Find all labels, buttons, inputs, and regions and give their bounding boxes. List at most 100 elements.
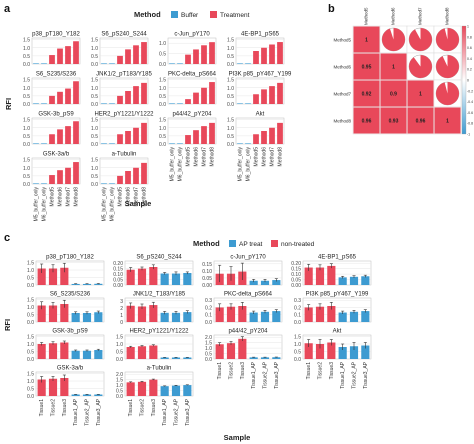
- facet-frame: [99, 37, 149, 65]
- bar: [41, 103, 47, 104]
- y-tick-label: 1.5: [23, 158, 30, 164]
- facet-frame: [167, 117, 217, 145]
- bar: [37, 344, 46, 359]
- corr-row-label: Method5: [333, 38, 351, 43]
- bar: [209, 42, 215, 64]
- bar: [160, 273, 169, 285]
- bar: [260, 357, 270, 359]
- facet-title: GSK-3a/b: [57, 366, 84, 372]
- y-tick-label: 0.5: [227, 54, 234, 60]
- corr-row-label: Method8: [333, 119, 351, 124]
- y-tick-label: 0.5: [91, 174, 98, 180]
- facet-frame: [35, 260, 105, 286]
- xlabel-a: Sample: [125, 199, 152, 208]
- corr-col-label: Method5: [364, 7, 369, 25]
- bar: [73, 121, 79, 144]
- facet-frame: [302, 260, 372, 286]
- bar: [57, 129, 63, 144]
- bar: [238, 338, 247, 359]
- bar: [304, 307, 313, 322]
- x-tick-label: Tissue3: [151, 399, 157, 417]
- y-tick-label: 0.0: [159, 62, 166, 68]
- corr-value: 1: [446, 119, 449, 125]
- bar: [126, 347, 135, 359]
- corr-pie-slice: [381, 28, 405, 52]
- y-tick-label: 1.5: [205, 341, 212, 347]
- y-tick-label: 0.10: [113, 272, 123, 278]
- bar: [260, 311, 270, 322]
- bar: [215, 344, 224, 359]
- bar: [109, 143, 115, 144]
- y-tick-label: 0.20: [113, 261, 123, 267]
- y-tick-label: 0.0: [116, 357, 123, 363]
- bar: [183, 357, 192, 359]
- legend-c-label-ap: AP treat: [239, 241, 263, 248]
- x-tick-label: M6_buffer_only: [178, 147, 184, 182]
- bar: [160, 312, 169, 322]
- facet-title: PI3K p85_pY467_Y199: [229, 72, 292, 78]
- facet-frame: [235, 37, 285, 65]
- x-tick-label: Tissue3_AP: [185, 398, 191, 425]
- facet-2-6: PKC-delta_pS664 0.00.1 0.20.3: [205, 292, 283, 326]
- x-tick-label: Tissue3_AP: [274, 361, 280, 388]
- bar: [361, 276, 370, 285]
- scale-tick-label: -0.8: [467, 122, 473, 126]
- facet-frame: [99, 117, 149, 145]
- bar: [277, 42, 283, 64]
- bar: [71, 313, 80, 322]
- facet-title: 4E-BP1_pS65: [318, 255, 357, 261]
- scale-tick-label: -0.2: [467, 89, 473, 93]
- facet-frame: [302, 334, 372, 360]
- facet-frame: [167, 37, 217, 65]
- y-tick-label: 0.20: [291, 261, 301, 267]
- x-tick-label: Method7: [134, 187, 140, 207]
- bar: [117, 95, 123, 104]
- legend-c-title: Method: [193, 239, 220, 248]
- bar: [261, 131, 267, 144]
- x-tick-label: Tissue2_AP: [352, 361, 358, 388]
- x-tick-label: M6_buffer_only: [110, 187, 116, 222]
- y-tick-label: 0: [120, 320, 123, 326]
- bar: [253, 94, 259, 104]
- bar: [171, 357, 181, 359]
- y-tick-label: 0.5: [116, 350, 123, 356]
- bar: [177, 143, 183, 144]
- corr-cell: 0.95: [352, 52, 381, 81]
- corr-cell: 1: [352, 25, 381, 54]
- bar: [226, 343, 236, 359]
- bar: [249, 357, 258, 359]
- y-tick-label: 1.5: [27, 335, 34, 341]
- corr-row-label: Method7: [333, 92, 351, 97]
- bar: [65, 88, 71, 104]
- bar: [201, 87, 207, 104]
- bar: [94, 283, 103, 285]
- x-tick-label: M6_buffer_only: [246, 147, 252, 182]
- y-tick-label: 0.5: [91, 54, 98, 60]
- y-tick-label: 0.0: [23, 142, 30, 148]
- bar: [101, 183, 107, 184]
- corr-cell: 0.92: [352, 79, 381, 108]
- bar: [209, 82, 215, 104]
- y-tick-label: 0.0: [91, 182, 98, 188]
- facet-2-3: 4E-BP1_pS65 0.000.050.100.150.20: [291, 255, 372, 289]
- y-tick-label: 1.0: [205, 346, 212, 352]
- bar: [41, 183, 47, 184]
- bar: [60, 342, 69, 359]
- facet-2-1: S6_pS240_S244 0.000.050.100.150.20: [113, 255, 194, 289]
- facet-title: JNK1/2_pT183/Y185: [96, 72, 152, 78]
- bar: [171, 312, 181, 322]
- corr-cell-fill: [380, 53, 407, 80]
- x-tick-label: Tissue2: [140, 399, 146, 417]
- y-tick-label: 0.0: [23, 182, 30, 188]
- facet-frame: [213, 260, 283, 286]
- bar: [49, 55, 55, 64]
- bar: [57, 91, 63, 104]
- y-tick-label: 1.0: [159, 86, 166, 92]
- x-tick-label: Method7: [66, 187, 72, 207]
- y-tick-label: 1.5: [227, 78, 234, 84]
- y-tick-label: 1.5: [27, 261, 34, 267]
- ylabel-a: RFI: [4, 98, 13, 110]
- facet-0-5: JNK1/2_pT183/Y185 0.0 0.5 1.0 1.5: [91, 72, 152, 109]
- facet-frame: [35, 371, 105, 397]
- x-tick-label: Tissue1: [217, 362, 223, 380]
